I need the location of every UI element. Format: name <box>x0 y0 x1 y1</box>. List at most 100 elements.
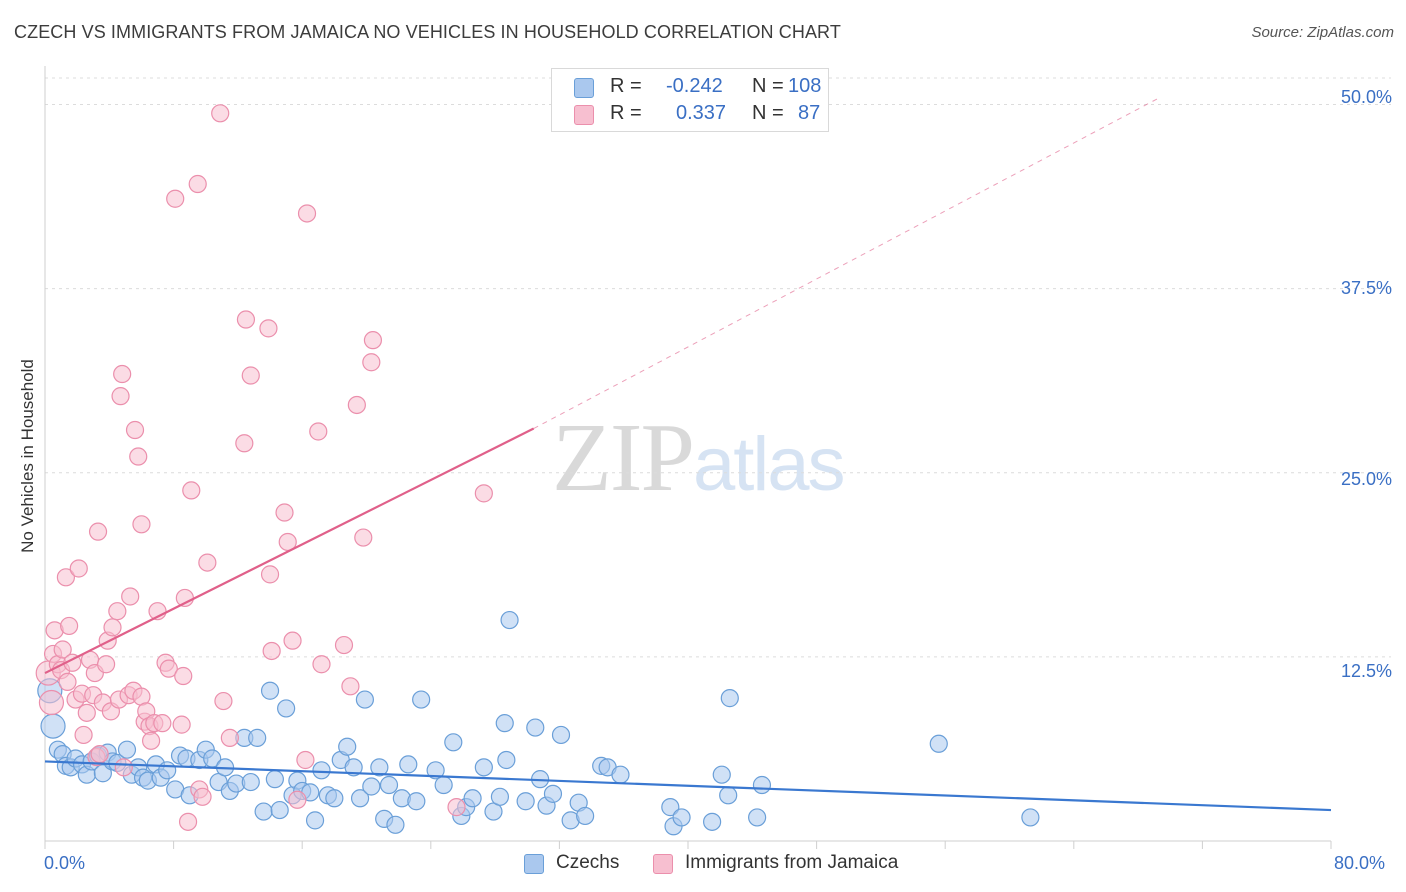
czechs-point-38 <box>260 681 280 700</box>
czechs-point-97 <box>929 734 948 753</box>
jamaica-point-61 <box>235 434 254 453</box>
jamaica-point-56 <box>193 787 212 806</box>
x-tick-label-min: 0.0% <box>44 853 86 873</box>
czechs-point-98 <box>1021 808 1040 827</box>
czechs-point-47 <box>312 761 331 780</box>
czechs-point-73 <box>500 610 519 630</box>
jamaica-point-57 <box>198 553 217 572</box>
jamaica-point-30 <box>113 364 132 384</box>
jamaica-point-54 <box>188 174 207 194</box>
y-tick-label-37-5: 37.5% <box>1340 278 1392 298</box>
watermark: ZIPatlas <box>552 400 846 514</box>
jamaica-point-6 <box>53 640 72 659</box>
jamaica-point-42 <box>141 731 161 750</box>
jamaica-point-75 <box>334 635 354 655</box>
jamaica-point-60 <box>220 728 239 747</box>
jamaica-point-67 <box>275 503 294 522</box>
jamaica-point-74 <box>312 655 331 674</box>
czechs-point-40 <box>270 800 289 820</box>
czechs-point-75 <box>497 750 516 770</box>
czechs-point-74 <box>495 714 514 733</box>
jamaica-point-82 <box>474 484 493 503</box>
czechs-point-72 <box>490 787 510 806</box>
czechs-point-88 <box>661 798 680 817</box>
r-label: R = <box>610 102 642 124</box>
czechs-point-1 <box>40 713 66 739</box>
jamaica-point-78 <box>354 528 373 547</box>
czechs-trend-line <box>44 760 1332 812</box>
jamaica-point-47 <box>159 659 178 678</box>
czechs-point-41 <box>277 699 296 718</box>
jamaica-point-79 <box>362 353 381 372</box>
czechs-point-63 <box>412 690 431 709</box>
jamaica-point-38 <box>132 515 151 534</box>
czechs-point-22 <box>158 761 177 780</box>
jamaica-point-77 <box>347 395 366 415</box>
jamaica-trend-line <box>44 427 535 675</box>
czechs-point-66 <box>444 733 463 752</box>
jamaica-point-71 <box>296 750 315 770</box>
jamaica-point-50 <box>174 666 193 686</box>
jamaica-point-15 <box>77 703 96 722</box>
r-value-jamaica: 0.337 <box>676 102 727 124</box>
czechs-point-15 <box>117 740 137 759</box>
n-value-jamaica: 87 <box>798 102 821 124</box>
jamaica-point-49 <box>172 715 191 734</box>
y-tick-label-50: 50.0% <box>1340 87 1392 107</box>
legend-label-czechs: Czechs <box>556 852 620 873</box>
watermark-atlas: atlas <box>693 422 846 507</box>
jamaica-point-36 <box>129 447 148 466</box>
czechs-point-91 <box>703 812 722 831</box>
jamaica-point-21 <box>90 744 109 764</box>
jamaica-point-9 <box>60 616 79 636</box>
czechs-point-49 <box>325 789 344 808</box>
jamaica-point-45 <box>153 714 172 733</box>
jamaica-point-64 <box>259 319 278 338</box>
czechs-point-84 <box>576 806 595 826</box>
jamaica-point-63 <box>241 366 260 385</box>
y-axis-label: No Vehicles in Household <box>18 359 37 553</box>
jamaica-point-7 <box>56 568 75 587</box>
n-value-czechs: 108 <box>788 75 822 97</box>
jamaica-point-8 <box>58 672 77 692</box>
jamaica-point-31 <box>114 758 133 777</box>
jamaica-point-59 <box>214 691 233 711</box>
r-label: R = <box>610 75 642 97</box>
jamaica-point-80 <box>363 331 383 350</box>
czechs-point-92 <box>712 765 731 784</box>
czechs-legend-swatch <box>524 854 544 874</box>
jamaica-point-29 <box>111 387 130 406</box>
watermark-zip: ZIP <box>552 404 695 512</box>
czechs-point-61 <box>399 755 418 774</box>
czechs-point-94 <box>720 689 739 708</box>
jamaica-point-73 <box>309 422 328 441</box>
r-value-czechs: -0.242 <box>666 75 723 97</box>
czechs-point-52 <box>344 758 363 777</box>
jamaica-point-66 <box>262 641 281 661</box>
czechs-point-51 <box>338 737 357 756</box>
czechs-point-87 <box>611 765 630 784</box>
czechs-point-39 <box>265 770 284 789</box>
czechs-point-81 <box>551 725 571 745</box>
jamaica-point-58 <box>211 104 230 123</box>
czechs-point-37 <box>254 802 273 821</box>
czechs-point-58 <box>379 775 399 795</box>
jamaica-point-23 <box>96 655 116 674</box>
jamaica-point-35 <box>125 420 145 440</box>
jamaica-point-69 <box>283 631 302 650</box>
jamaica-point-53 <box>182 481 201 500</box>
y-tick-label-12-5: 12.5% <box>1340 661 1392 681</box>
jamaica-point-20 <box>88 522 108 541</box>
jamaica-point-26 <box>103 618 122 637</box>
czechs-point-46 <box>305 811 325 830</box>
y-tick-label-25: 25.0% <box>1340 469 1392 489</box>
jamaica-point-76 <box>341 677 360 696</box>
czechs-point-80 <box>543 784 563 803</box>
czechs-point-96 <box>752 775 772 795</box>
czechs-point-35 <box>241 772 260 792</box>
jamaica-point-81 <box>447 798 466 817</box>
czechs-point-93 <box>719 786 738 805</box>
jamaica-point-70 <box>288 790 307 809</box>
czechs-point-62 <box>407 792 426 811</box>
